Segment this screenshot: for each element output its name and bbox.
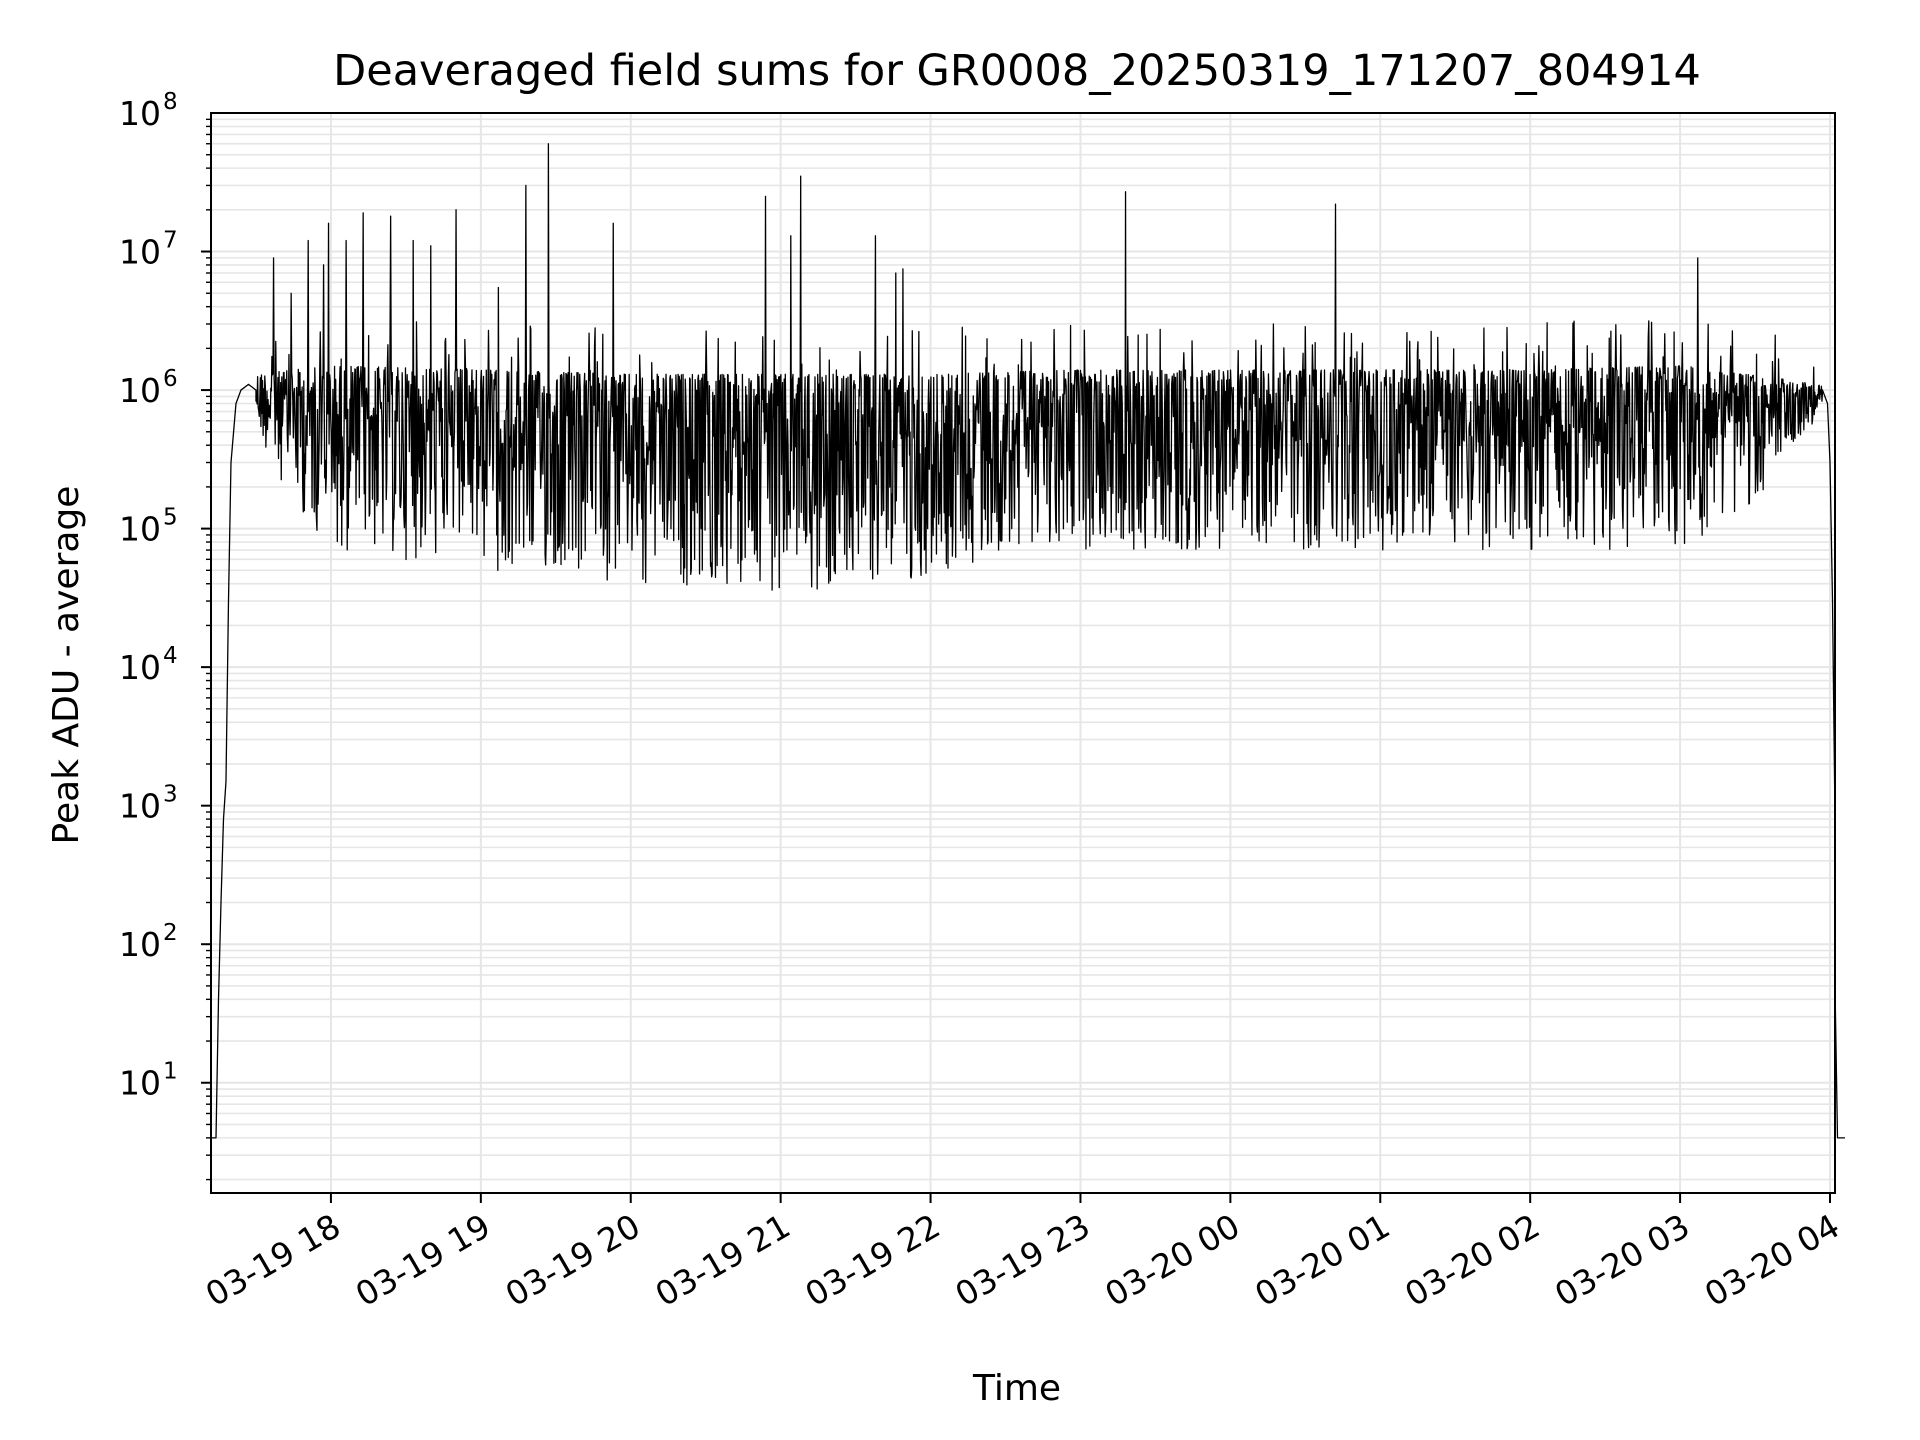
chart-title: Deaveraged field sums for GR0008_2025031… — [333, 46, 1701, 96]
x-tick-label: 03-19 18 — [199, 1206, 347, 1314]
y-tick-exponent: 8 — [163, 89, 178, 115]
grid — [211, 113, 1835, 1193]
y-tick-label: 10 — [119, 233, 161, 272]
plot-area — [210, 112, 1845, 1194]
x-tick-label: 03-20 04 — [1698, 1206, 1846, 1314]
y-tick-exponent: 7 — [163, 228, 178, 254]
y-tick-label: 10 — [119, 648, 161, 687]
series-line — [211, 143, 1845, 1139]
x-tick-label: 03-20 00 — [1098, 1206, 1246, 1314]
y-tick-label: 10 — [119, 925, 161, 964]
y-tick-label: 10 — [119, 371, 161, 410]
y-tick-exponent: 4 — [163, 643, 178, 669]
x-tick-label: 03-19 21 — [649, 1206, 797, 1314]
x-axis: 03-19 18 03-19 19 03-19 20 03-19 21 03-19 22… — [199, 1193, 1846, 1314]
y-tick-label: 10 — [119, 1064, 161, 1103]
x-tick-label: 03-19 20 — [499, 1206, 647, 1314]
y-tick-exponent: 5 — [163, 505, 178, 531]
x-tick-label: 03-20 02 — [1398, 1206, 1546, 1314]
x-tick-label: 03-20 03 — [1548, 1206, 1696, 1314]
y-tick-exponent: 6 — [163, 366, 178, 392]
y-tick-exponent: 2 — [163, 920, 178, 946]
y-tick-label: 10 — [119, 787, 161, 826]
x-tick-label: 03-20 01 — [1248, 1206, 1396, 1314]
y-tick-label: 10 — [119, 94, 161, 133]
plot-frame — [210, 112, 1836, 1194]
x-tick-label: 03-19 22 — [799, 1206, 947, 1314]
y-tick-exponent: 1 — [163, 1059, 178, 1085]
x-axis-label: Time — [972, 1368, 1061, 1409]
y-axis-label: Peak ADU - average — [46, 486, 87, 845]
x-tick-label: 03-19 19 — [349, 1206, 497, 1314]
y-tick-exponent: 3 — [163, 782, 178, 808]
y-tick-label: 10 — [119, 510, 161, 549]
x-tick-label: 03-19 23 — [948, 1206, 1096, 1314]
series — [211, 143, 1845, 1139]
